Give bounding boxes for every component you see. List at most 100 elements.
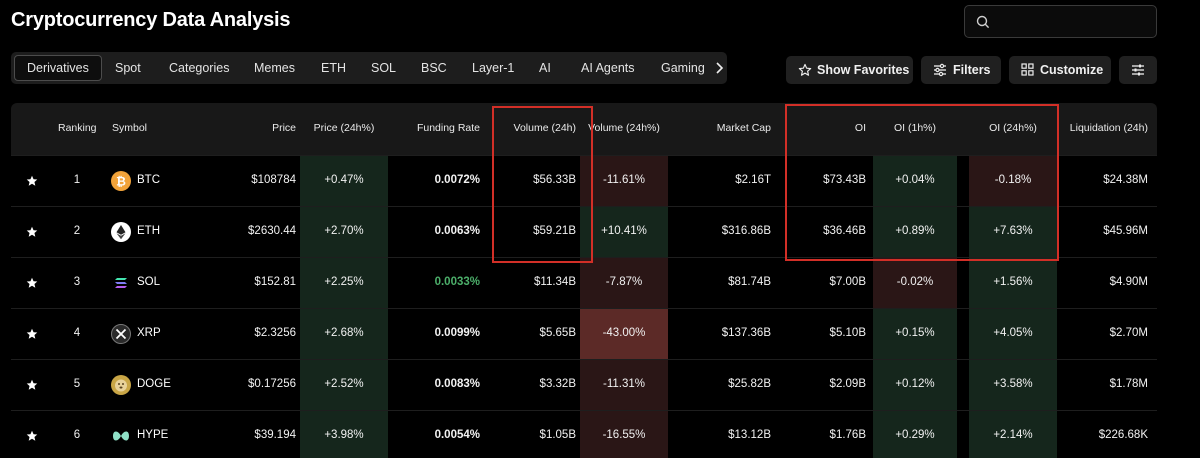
star-favorite-icon[interactable] bbox=[26, 430, 38, 442]
tab-layer-1[interactable]: Layer-1 bbox=[472, 61, 515, 75]
market-cap-cell: $81.74B bbox=[728, 276, 771, 288]
show-favorites-button[interactable]: Show Favorites bbox=[786, 56, 913, 84]
price-24h-cell-bg bbox=[300, 411, 388, 458]
header-price-24h[interactable]: Price (24h%) bbox=[313, 122, 375, 134]
table-row[interactable]: 6 HYPE $39.194 +3.98% 0.0054% $1.05B -16… bbox=[11, 410, 1157, 458]
search-input[interactable] bbox=[999, 12, 1149, 32]
liquidation-24h-cell: $226.68K bbox=[1098, 429, 1148, 441]
symbol-cell[interactable]: SOL bbox=[137, 276, 161, 288]
tab-eth[interactable]: ETH bbox=[321, 61, 346, 75]
header-oi[interactable]: OI bbox=[854, 122, 866, 134]
header-volume-24h-pct[interactable]: Volume (24h%) bbox=[588, 122, 660, 134]
symbol-cell[interactable]: HYPE bbox=[137, 429, 169, 441]
tab-ai[interactable]: AI bbox=[539, 61, 551, 75]
liquidation-24h-cell: $2.70M bbox=[1109, 327, 1148, 339]
star-favorite-icon[interactable] bbox=[26, 328, 38, 340]
rank-cell: 2 bbox=[73, 225, 81, 237]
tab-derivatives[interactable]: Derivatives bbox=[14, 55, 102, 81]
oi-1h-cell: +0.89% bbox=[895, 225, 935, 237]
header-symbol[interactable]: Symbol bbox=[112, 122, 148, 134]
volume-24h-pct-cell-bg bbox=[580, 360, 668, 411]
table-row[interactable]: 3 SOL $152.81 +2.25% 0.0033% $11.34B -7.… bbox=[11, 257, 1157, 309]
dogecoin-icon bbox=[111, 375, 131, 395]
table-row[interactable]: 5 DOGE $0.17256 +2.52% 0.0083% $3.32B -1… bbox=[11, 359, 1157, 411]
category-tabs: Derivatives Spot Categories Memes ETH SO… bbox=[11, 52, 727, 84]
search-icon bbox=[976, 15, 990, 29]
price-cell: $0.17256 bbox=[248, 378, 296, 390]
filters-button[interactable]: Filters bbox=[921, 56, 1001, 84]
table-row[interactable]: 1 ₿ BTC $108784 +0.47% 0.0072% $56.33B -… bbox=[11, 155, 1157, 207]
header-market-cap[interactable]: Market Cap bbox=[716, 122, 771, 134]
star-outline-icon bbox=[798, 63, 812, 76]
oi-cell: $1.76B bbox=[829, 429, 866, 441]
symbol-cell[interactable]: XRP bbox=[137, 327, 161, 339]
header-volume-24h[interactable]: Volume (24h) bbox=[513, 122, 576, 134]
tab-categories[interactable]: Categories bbox=[169, 61, 230, 75]
oi-1h-cell: +0.29% bbox=[895, 429, 935, 441]
table-row[interactable]: 4 XRP $2.3256 +2.68% 0.0099% $5.65B -43.… bbox=[11, 308, 1157, 360]
star-favorite-icon[interactable] bbox=[26, 175, 38, 187]
funding-rate-cell: 0.0063% bbox=[434, 225, 480, 237]
oi-24h-cell-bg bbox=[969, 309, 1057, 360]
price-24h-cell-bg bbox=[300, 360, 388, 411]
market-cap-cell: $137.36B bbox=[721, 327, 771, 339]
volume-24h-pct-cell: -16.55% bbox=[602, 429, 646, 441]
price-24h-cell: +2.25% bbox=[324, 276, 364, 288]
tab-ai-agents[interactable]: AI Agents bbox=[581, 61, 635, 75]
header-oi-24h[interactable]: OI (24h%) bbox=[989, 122, 1037, 134]
header-funding-rate[interactable]: Funding Rate bbox=[416, 122, 480, 134]
header-oi-1h[interactable]: OI (1h%) bbox=[893, 122, 936, 134]
grid-icon bbox=[1021, 63, 1034, 76]
volume-24h-pct-cell: -43.00% bbox=[602, 327, 646, 339]
oi-24h-cell-bg bbox=[969, 207, 1057, 258]
oi-24h-cell-bg bbox=[969, 156, 1057, 207]
header-ranking[interactable]: Ranking bbox=[58, 122, 97, 134]
price-24h-cell: +2.70% bbox=[324, 225, 364, 237]
star-favorite-icon[interactable] bbox=[26, 379, 38, 391]
oi-cell: $73.43B bbox=[823, 174, 866, 186]
sliders-icon bbox=[1132, 64, 1144, 76]
oi-24h-cell-bg bbox=[969, 258, 1057, 309]
volume-24h-pct-cell: -11.31% bbox=[603, 378, 645, 390]
bitcoin-icon: ₿ bbox=[111, 171, 131, 191]
oi-cell: $7.00B bbox=[829, 276, 866, 288]
rank-cell: 5 bbox=[73, 378, 81, 390]
symbol-cell[interactable]: BTC bbox=[137, 174, 160, 186]
search-box[interactable] bbox=[964, 5, 1157, 38]
oi-24h-cell: +7.63% bbox=[993, 225, 1033, 237]
tab-sol[interactable]: SOL bbox=[371, 61, 397, 75]
oi-1h-cell-bg bbox=[873, 156, 957, 207]
rank-cell: 3 bbox=[73, 276, 81, 288]
funding-rate-cell: 0.0099% bbox=[434, 327, 480, 339]
table-row[interactable]: 2 ETH $2630.44 +2.70% 0.0063% $59.21B +1… bbox=[11, 206, 1157, 258]
oi-1h-cell: -0.02% bbox=[896, 276, 934, 288]
volume-24h-pct-cell-bg bbox=[580, 411, 668, 458]
price-24h-cell: +2.52% bbox=[324, 378, 364, 390]
tab-bsc[interactable]: BSC bbox=[421, 61, 447, 75]
customize-button[interactable]: Customize bbox=[1009, 56, 1111, 84]
symbol-cell[interactable]: DOGE bbox=[137, 378, 171, 390]
star-favorite-icon[interactable] bbox=[26, 277, 38, 289]
header-price[interactable]: Price bbox=[272, 122, 296, 134]
settings-button[interactable] bbox=[1119, 56, 1157, 84]
tab-memes[interactable]: Memes bbox=[254, 61, 295, 75]
chevron-right-icon[interactable] bbox=[712, 58, 728, 78]
price-cell: $2.3256 bbox=[254, 327, 296, 339]
header-liquidation-24h[interactable]: Liquidation (24h) bbox=[1069, 122, 1148, 134]
volume-24h-cell: $3.32B bbox=[539, 378, 576, 390]
oi-1h-cell-bg bbox=[873, 411, 957, 458]
market-cap-cell: $316.86B bbox=[721, 225, 771, 237]
funding-rate-cell: 0.0054% bbox=[434, 429, 480, 441]
volume-24h-pct-cell-bg bbox=[580, 207, 668, 258]
tab-gaming[interactable]: Gaming bbox=[661, 61, 705, 75]
oi-24h-cell: +4.05% bbox=[993, 327, 1033, 339]
symbol-cell[interactable]: ETH bbox=[137, 225, 160, 237]
star-favorite-icon[interactable] bbox=[26, 226, 38, 238]
volume-24h-pct-cell-bg bbox=[580, 309, 668, 360]
funding-rate-cell: 0.0033% bbox=[434, 276, 480, 288]
tab-spot[interactable]: Spot bbox=[115, 61, 141, 75]
volume-24h-cell: $11.34B bbox=[534, 276, 576, 288]
oi-24h-cell: +2.14% bbox=[993, 429, 1033, 441]
oi-1h-cell: +0.04% bbox=[895, 174, 935, 186]
volume-24h-pct-cell: +10.41% bbox=[601, 225, 647, 237]
